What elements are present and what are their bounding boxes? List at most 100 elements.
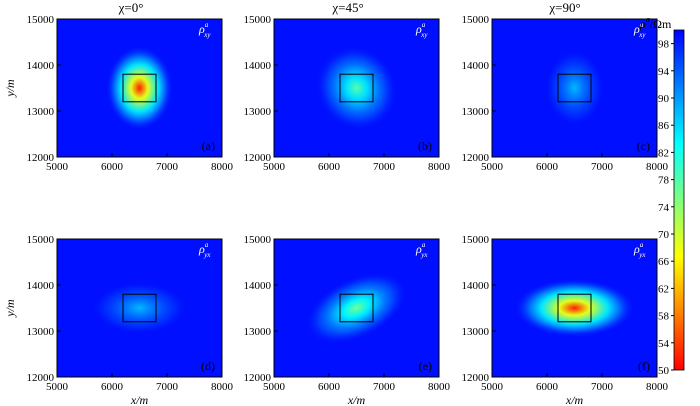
x-tick-label: 5000 [481,381,504,393]
colorbar-tick-label: 78 [658,175,670,187]
x-tick-label: 5000 [263,381,286,393]
x-tick-label: 8000 [211,161,234,173]
panel-letter: (c) [637,139,650,153]
component-label: ρa yx [198,241,211,259]
x-tick-label: 6000 [318,381,341,393]
y-tick-label: 15000 [244,234,272,246]
panel-frame [56,238,223,378]
column-title-1: χ=0° [118,0,144,15]
anomaly-field [91,281,188,335]
anomaly-field [105,45,174,131]
anomaly-field [305,272,408,344]
colorbar-tick-label: 94 [658,66,670,78]
colorbar-tick-label: 86 [658,120,670,132]
anomaly-field [514,278,635,338]
y-axis-label: y/m [3,79,17,98]
y-tick-label: 13000 [244,106,272,118]
panel-frame [491,18,658,158]
column-title-3: χ=90° [548,0,580,15]
x-tick-label: 7000 [156,381,179,393]
panel-letter: (f) [638,359,650,373]
panel-d: 5000 6000 7000 8000 12000 13000 14000 15000 ρa yx… [3,234,234,406]
component-label: ρa yx [415,241,428,259]
x-tick-label: 6000 [318,161,341,173]
y-tick-label: 12000 [462,152,490,164]
y-tick-label: 14000 [462,60,490,72]
anomaly-box [122,293,157,323]
colorbar-tick-label: 62 [658,283,669,295]
y-axis-label: y/m [3,299,17,318]
x-tick-label: 6000 [101,161,124,173]
x-tick-label: 8000 [428,381,451,393]
y-tick-label: 15000 [462,234,490,246]
y-tick-label: 14000 [27,60,55,72]
panel-c: 5000 6000 7000 8000 12000 13000 14000 15000 ρa xy… [462,14,669,173]
y-tick-label: 13000 [244,326,272,338]
component-label: ρa yx [633,241,646,259]
panel-letter: (b) [418,139,432,153]
anomaly-box [557,293,592,323]
panel-letter: (e) [419,359,432,373]
x-tick-label: 6000 [536,161,559,173]
colorbar-tick-label: 58 [658,311,670,323]
panel-e: 5000 6000 7000 8000 12000 13000 14000 15000 ρa yx… [244,234,451,406]
y-tick-label: 12000 [244,372,272,384]
y-tick-label: 14000 [27,280,55,292]
x-tick-label: 8000 [646,381,669,393]
y-tick-label: 15000 [462,14,490,26]
y-tick-label: 14000 [244,60,272,72]
y-tick-label: 14000 [244,280,272,292]
y-tick-label: 12000 [462,372,490,384]
y-tick-label: 15000 [27,234,55,246]
y-tick-label: 13000 [27,326,55,338]
component-label: ρa xy [633,21,646,39]
anomaly-field [544,49,605,127]
panel-letter: (d) [201,359,215,373]
y-tick-label: 12000 [27,152,55,164]
column-title-2: χ=45° [331,0,363,15]
x-tick-label: 7000 [373,381,396,393]
colorbar-tick-label: 90 [658,93,670,105]
anomaly-box [339,73,374,103]
y-tick-label: 13000 [462,326,490,338]
y-tick-label: 15000 [244,14,272,26]
x-tick-label: 5000 [481,161,504,173]
x-tick-label: 8000 [428,161,451,173]
x-tick-label: 5000 [46,381,69,393]
component-label: ρa xy [198,21,211,39]
panel-frame [273,238,440,378]
colorbar-tick-label: 54 [658,338,670,350]
x-tick-label: 5000 [263,161,286,173]
y-tick-label: 12000 [27,372,55,384]
colorbar-tick-label: 70 [658,229,670,241]
x-tick-label: 7000 [591,161,614,173]
colorbar: ρa/Ωm 50 54 58 62 66 70 74 78 82 86 90 94 98 [639,15,685,377]
panel-frame [56,18,223,158]
colorbar-tick-label: 74 [658,202,670,214]
colorbar-tick-label: 66 [658,256,670,268]
x-tick-label: 6000 [101,381,124,393]
y-tick-label: 13000 [27,106,55,118]
x-tick-label: 5000 [46,161,69,173]
x-axis-label: x/m [130,393,149,406]
panel-frame [491,238,658,378]
y-tick-label: 13000 [462,106,490,118]
panel-a: 5000 6000 7000 8000 12000 13000 14000 15000 ρa xy… [3,14,234,173]
component-label: ρa xy [415,21,428,39]
panel-f: 5000 6000 7000 8000 12000 13000 14000 15000 ρa yx… [462,234,669,406]
x-axis-label: x/m [347,393,366,406]
x-tick-label: 6000 [536,381,559,393]
anomaly-field [315,45,398,131]
anomaly-box [557,73,592,103]
colorbar-tick-label: 50 [658,365,670,377]
panels-group: 5000 6000 7000 8000 12000 13000 14000 15000 ρa xy… [3,14,669,406]
anomaly-box [122,73,157,103]
panel-frame [273,18,440,158]
y-tick-label: 15000 [27,14,55,26]
x-tick-label: 7000 [156,161,179,173]
colorbar-bar [673,29,685,371]
x-tick-label: 8000 [211,381,234,393]
x-tick-label: 8000 [646,161,669,173]
anomaly-box [339,293,374,323]
